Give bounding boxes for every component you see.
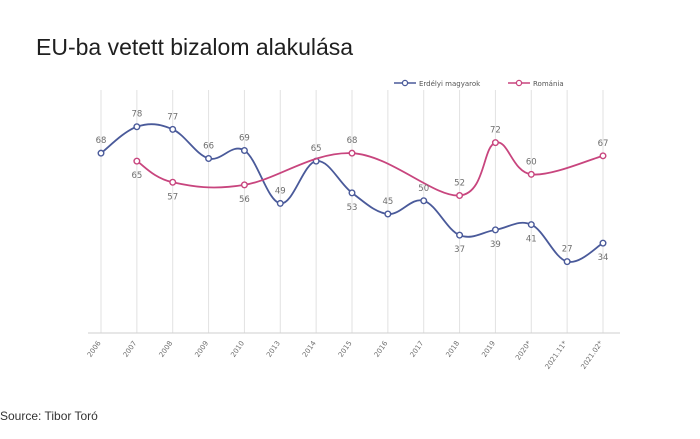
legend-marker-series-1: [401, 79, 409, 87]
data-point-series-2: [527, 170, 535, 178]
data-label-series-1: 68: [96, 136, 107, 146]
x-tick-label: 2020*: [514, 339, 533, 361]
x-tick-label: 2014: [301, 339, 318, 359]
data-point-series-1: [169, 125, 177, 133]
series-lines: [97, 123, 607, 266]
data-label-series-1: 41: [526, 235, 537, 245]
data-label-series-2: 56: [239, 195, 250, 205]
data-point-series-1: [420, 197, 428, 205]
data-label-series-2: 72: [490, 126, 501, 136]
data-label-series-2: 52: [454, 178, 465, 188]
data-point-series-1: [276, 199, 284, 207]
legend-label-series-2: Románia: [533, 80, 564, 88]
data-point-series-1: [205, 154, 213, 162]
x-tick-label: 2021.11*: [544, 339, 569, 371]
data-point-series-1: [527, 221, 535, 229]
data-label-series-2: 65: [131, 171, 142, 181]
data-label-series-1: 65: [311, 144, 322, 154]
data-point-series-2: [599, 152, 607, 160]
data-label-series-2: 67: [598, 139, 609, 149]
data-point-series-1: [456, 231, 464, 239]
source-note: Source: Tibor Toró: [0, 409, 98, 423]
data-point-series-1: [240, 147, 248, 155]
data-label-series-2: 68: [347, 136, 358, 146]
data-point-series-2: [169, 178, 177, 186]
x-tick-labels: 2006 2007 2008 2009 2010 2013 2014 2015 2016 2017…: [86, 339, 605, 371]
data-label-series-1: 27: [562, 245, 573, 255]
data-point-series-1: [491, 226, 499, 234]
x-tick-label: 2018: [444, 340, 461, 359]
data-point-series-2: [456, 191, 464, 199]
data-label-series-1: 50: [418, 184, 429, 194]
x-tick-label: 2013: [265, 340, 282, 359]
x-tick-label: 2015: [337, 340, 354, 359]
data-point-series-1: [133, 123, 141, 131]
x-tick-label: 2006: [86, 339, 103, 359]
data-label-series-2: 57: [167, 192, 178, 202]
legend-item-series-1: Erdélyi magyarok: [394, 79, 481, 88]
data-label-series-1: 34: [598, 253, 609, 263]
legend-marker-series-2: [515, 79, 523, 87]
data-label-series-1: 45: [382, 197, 393, 207]
x-tick-label: 2009: [193, 340, 210, 359]
data-label-series-1: 39: [490, 240, 501, 250]
x-tick-label: 2016: [373, 339, 390, 359]
chart-title: EU-ba vetett bizalom alakulása: [36, 34, 354, 60]
x-tick-label: 2010: [229, 340, 246, 359]
data-point-series-2: [348, 149, 356, 157]
data-point-series-2: [240, 181, 248, 189]
data-point-series-2: [491, 139, 499, 147]
series-line-2: [136, 141, 604, 197]
data-point-series-1: [348, 189, 356, 197]
data-label-series-1: 49: [275, 186, 286, 196]
data-point-series-1: [384, 210, 392, 218]
x-tick-label: 2021.02*: [579, 339, 604, 371]
x-tick-label: 2019: [480, 340, 497, 359]
data-point-series-1: [599, 239, 607, 247]
data-labels: 68 78 77 66 69 49 65 53 45 50 37 39 41 27 34 65 57 56 68 52…: [96, 110, 609, 263]
data-label-series-1: 69: [239, 134, 250, 144]
data-point-series-2: [133, 157, 141, 165]
data-label-series-1: 66: [203, 141, 214, 151]
data-point-series-1: [563, 258, 571, 266]
legend: Erdélyi magyarok Románia: [394, 79, 564, 88]
data-point-series-1: [97, 149, 105, 157]
data-label-series-1: 78: [131, 110, 142, 120]
data-label-series-2: 60: [526, 157, 537, 167]
data-label-series-1: 37: [454, 245, 465, 255]
x-tick-label: 2007: [122, 340, 139, 359]
data-label-series-1: 77: [167, 112, 178, 122]
legend-label-series-1: Erdélyi magyarok: [419, 80, 481, 88]
x-tick-label: 2017: [409, 340, 426, 359]
x-tick-label: 2008: [158, 340, 175, 359]
legend-item-series-2: Románia: [508, 79, 564, 88]
data-label-series-1: 53: [347, 203, 358, 213]
